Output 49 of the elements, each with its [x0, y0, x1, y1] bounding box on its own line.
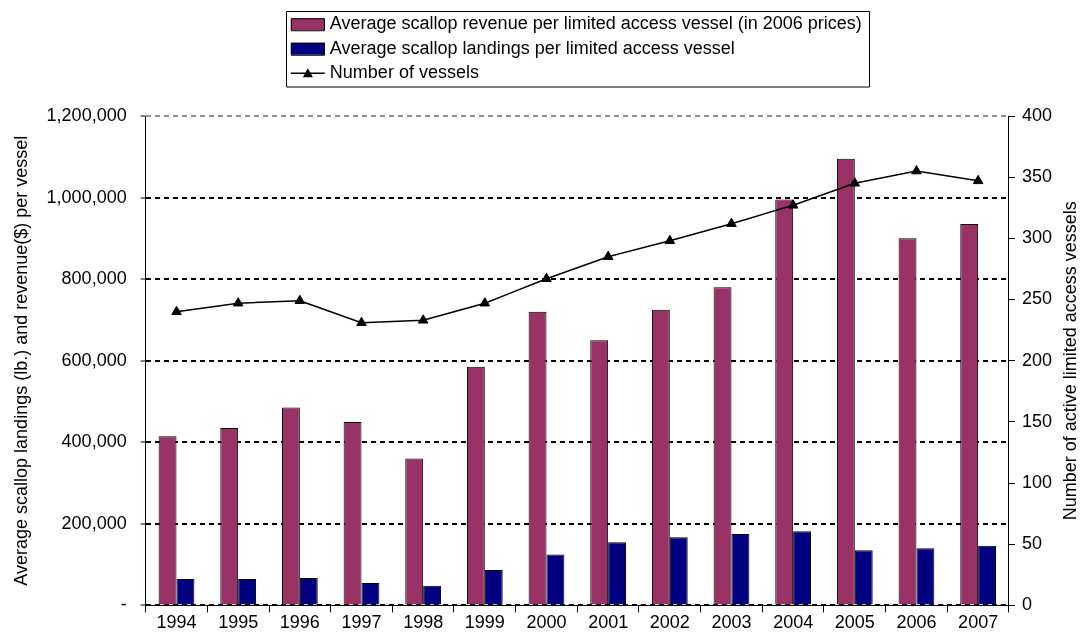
legend-label: Number of vessels — [329, 62, 479, 83]
point — [294, 294, 306, 304]
y2-tick-label: 50 — [1021, 533, 1042, 554]
y2-tick-label: 0 — [1021, 594, 1032, 615]
y2-tick-label: 300 — [1021, 227, 1053, 248]
point — [232, 297, 244, 307]
x-tick-label: 1999 — [464, 612, 505, 633]
y2-tick-label: 400 — [1021, 104, 1053, 125]
x-tick-label: 2004 — [773, 612, 814, 633]
point — [417, 314, 429, 324]
x-tick-label: 1996 — [279, 612, 320, 633]
x-tick-label: 2007 — [958, 612, 999, 633]
point — [972, 174, 984, 185]
legend-label: Average scallop landings per limited access vessel — [329, 37, 735, 58]
y-tick-label: 1,200,000 — [46, 104, 127, 125]
y-tick-label: 400,000 — [61, 431, 127, 452]
point — [541, 272, 552, 282]
x-tick-label: 1998 — [403, 612, 444, 633]
y2-axis-title: Number of active limited access vessels — [1059, 201, 1080, 521]
point — [911, 165, 922, 175]
y-tick-label: 1,000,000 — [46, 186, 127, 207]
x-tick-label: 1997 — [341, 612, 382, 633]
y2-tick-label: 150 — [1021, 410, 1053, 431]
x-tick-label: 1995 — [218, 612, 259, 633]
y-tick-label: 600,000 — [61, 349, 127, 370]
y-tick-label: 200,000 — [61, 512, 127, 533]
point — [171, 305, 182, 316]
point — [664, 234, 676, 245]
y-tick-label: - — [120, 594, 127, 615]
y2-tick-label: 200 — [1021, 349, 1053, 370]
y-tick-label: 800,000 — [61, 268, 127, 289]
legend-label: Average scallop revenue per limited access vessel (in 2006 prices) — [329, 13, 862, 34]
y2-tick-label: 250 — [1021, 288, 1053, 309]
x-tick-label: 2003 — [711, 612, 752, 633]
x-tick-label: 2005 — [834, 612, 875, 633]
x-tick-label: 2001 — [588, 612, 629, 633]
point — [479, 297, 491, 307]
point — [356, 316, 367, 327]
x-tick-label: 1994 — [156, 612, 197, 633]
point — [849, 177, 861, 187]
point — [787, 199, 799, 209]
point — [726, 217, 737, 227]
y2-tick-label: 100 — [1021, 472, 1053, 493]
point — [602, 250, 614, 260]
y-axis-title: Average scallop landings (lb.) and revenue($) per vessel — [10, 135, 31, 586]
x-tick-label: 2006 — [896, 612, 937, 633]
x-tick-label: 2002 — [649, 612, 690, 633]
x-tick-label: 2000 — [526, 612, 567, 633]
y2-tick-label: 350 — [1021, 166, 1053, 187]
